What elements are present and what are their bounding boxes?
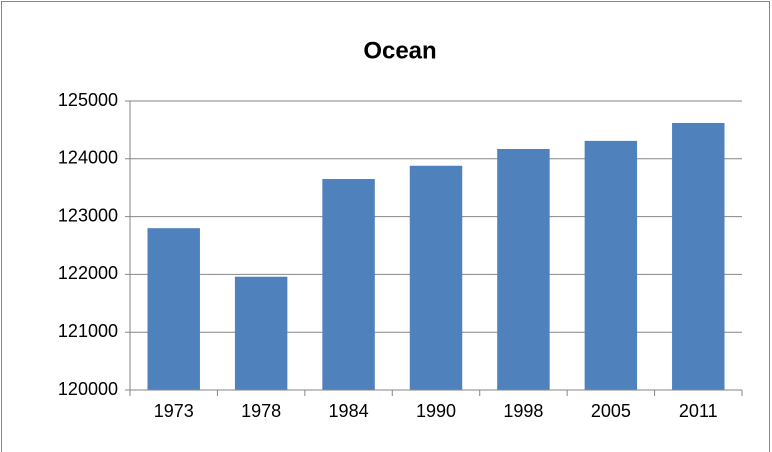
chart-title: Ocean: [363, 37, 436, 64]
y-tick-label: 121000: [58, 321, 118, 341]
x-tick-label: 2005: [591, 401, 631, 421]
bar: [672, 122, 725, 391]
bar: [497, 148, 550, 390]
x-tick-label: 1978: [241, 401, 281, 421]
bar: [234, 276, 288, 390]
y-tick-label: 122000: [58, 263, 118, 283]
x-tick-label: 2011: [679, 401, 718, 421]
x-tick-label: 1973: [154, 401, 194, 421]
bar: [147, 228, 200, 390]
x-tick-label: 1990: [416, 401, 456, 421]
y-tick-label: 124000: [58, 148, 118, 168]
bar: [409, 165, 463, 390]
bar: [584, 140, 638, 390]
x-tick-label: 1984: [329, 401, 369, 421]
y-tick-label: 120000: [58, 379, 118, 399]
y-tick-label: 123000: [58, 205, 118, 225]
x-tick-label: 1998: [503, 401, 543, 421]
bar: [322, 179, 375, 390]
y-tick-label: 125000: [58, 90, 118, 110]
